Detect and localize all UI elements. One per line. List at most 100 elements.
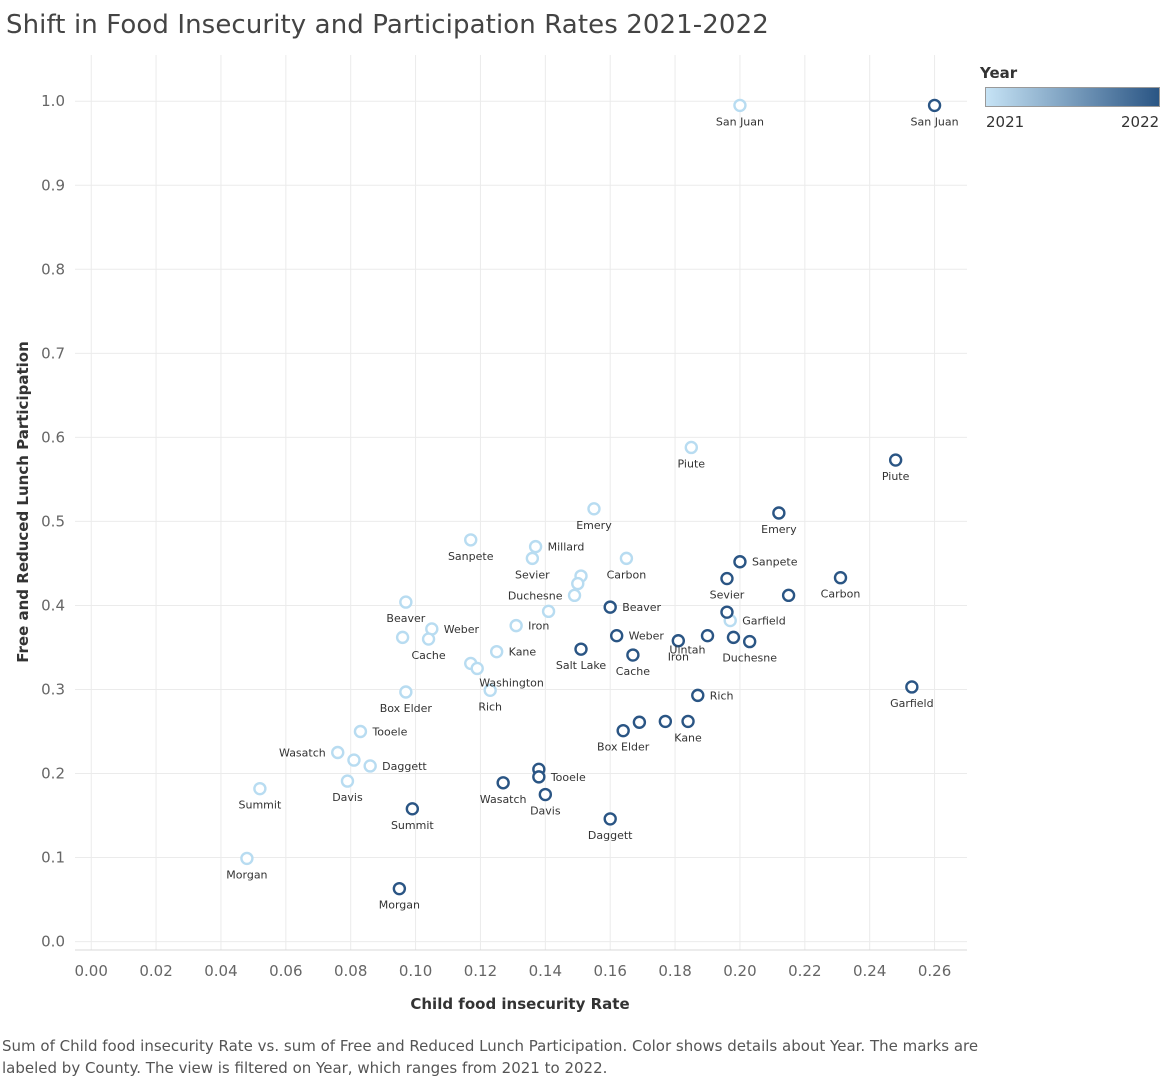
x-tick-label: 0.12 <box>464 962 497 980</box>
chart-title: Shift in Food Insecurity and Participati… <box>6 10 769 40</box>
point-2022[interactable] <box>609 628 624 643</box>
point-2021[interactable] <box>421 632 436 646</box>
point-2022[interactable] <box>742 634 757 649</box>
point-2021[interactable] <box>470 661 484 676</box>
point-2021[interactable] <box>399 595 413 609</box>
point-2021[interactable] <box>489 644 504 659</box>
point-label: Salt Lake <box>556 659 606 672</box>
point-label: San Juan <box>716 115 764 128</box>
x-tick-label: 0.08 <box>334 962 367 980</box>
legend-color-ramp[interactable] <box>985 87 1160 107</box>
point-2022[interactable] <box>671 634 686 648</box>
point-2022[interactable] <box>681 714 695 729</box>
point-2022[interactable] <box>603 600 617 614</box>
point-2022[interactable] <box>538 787 553 802</box>
point-2022[interactable] <box>726 630 741 645</box>
point-2021[interactable] <box>528 539 543 554</box>
legend-title: Year <box>980 64 1018 82</box>
x-tick-label: 0.16 <box>593 962 626 980</box>
x-tick-label: 0.04 <box>204 962 237 980</box>
y-tick-label: 0.0 <box>41 933 65 951</box>
point-2022[interactable] <box>658 714 673 729</box>
point-2021[interactable] <box>587 502 601 516</box>
point-2022[interactable] <box>833 571 848 585</box>
y-tick-label: 0.4 <box>41 596 65 614</box>
y-tick-label: 0.2 <box>41 765 65 783</box>
point-2021[interactable] <box>331 745 345 760</box>
point-label: Beaver <box>386 612 425 625</box>
point-2021[interactable] <box>509 618 523 633</box>
point-2022[interactable] <box>888 453 903 467</box>
x-tick-label: 0.24 <box>853 962 886 980</box>
x-tick-label: 0.26 <box>918 962 951 980</box>
point-label: Millard <box>548 541 585 554</box>
point-2021[interactable] <box>340 774 355 788</box>
point-2021[interactable] <box>363 759 377 773</box>
point-2022[interactable] <box>574 642 588 656</box>
point-label: Kane <box>674 731 702 744</box>
y-tick-label: 0.5 <box>41 512 65 530</box>
point-2021[interactable] <box>619 551 634 566</box>
point-2021[interactable] <box>353 724 368 739</box>
point-label: Iron <box>668 651 689 664</box>
x-tick-label: 0.20 <box>723 962 756 980</box>
point-2022[interactable] <box>781 588 796 603</box>
legend-max-label: 2022 <box>1121 113 1160 131</box>
point-2021[interactable] <box>525 551 540 566</box>
point-2022[interactable] <box>772 506 786 520</box>
y-tick-label: 0.3 <box>41 680 65 698</box>
point-label: Piute <box>882 470 910 483</box>
data-points <box>240 98 942 896</box>
y-tick-label: 0.7 <box>41 344 65 362</box>
point-label: Duchesne <box>722 652 777 665</box>
point-label: Sevier <box>515 568 550 581</box>
point-2022[interactable] <box>720 605 734 619</box>
point-label: Box Elder <box>380 702 433 715</box>
point-2021[interactable] <box>253 781 267 796</box>
point-label: Cache <box>616 665 650 678</box>
point-2021[interactable] <box>395 630 410 645</box>
point-2022[interactable] <box>700 628 715 643</box>
point-label: Davis <box>332 791 363 804</box>
point-2022[interactable] <box>603 812 617 826</box>
point-2021[interactable] <box>684 440 698 455</box>
point-label: Carbon <box>607 568 647 581</box>
point-2022[interactable] <box>733 555 747 569</box>
point-label: Weber <box>444 623 480 636</box>
point-2022[interactable] <box>632 715 647 729</box>
point-2021[interactable] <box>733 98 747 113</box>
point-2021[interactable] <box>483 683 497 698</box>
point-2022[interactable] <box>691 688 705 703</box>
point-label: Morgan <box>379 899 420 912</box>
point-2022[interactable] <box>720 571 734 586</box>
point-label: Tooele <box>371 726 407 739</box>
point-2022[interactable] <box>532 770 546 784</box>
point-2022[interactable] <box>626 648 640 662</box>
point-label: Washington <box>479 676 544 689</box>
point-2021[interactable] <box>571 576 585 591</box>
point-label: Weber <box>629 630 665 643</box>
x-tick-label: 0.22 <box>788 962 821 980</box>
x-tick-label: 0.02 <box>139 962 172 980</box>
point-label: Iron <box>528 620 549 633</box>
x-tick-label: 0.00 <box>75 962 108 980</box>
point-2022[interactable] <box>927 98 942 113</box>
x-tick-label: 0.18 <box>658 962 691 980</box>
point-2021[interactable] <box>399 685 413 699</box>
point-2021[interactable] <box>567 588 582 603</box>
point-2021[interactable] <box>464 533 478 547</box>
point-2022[interactable] <box>405 802 420 816</box>
point-label: Sevier <box>710 589 745 602</box>
point-label: Davis <box>530 805 561 818</box>
point-label: Emery <box>761 523 797 536</box>
point-2022[interactable] <box>616 723 630 738</box>
point-2021[interactable] <box>240 851 254 866</box>
point-2021[interactable] <box>347 753 361 767</box>
point-label: Box Elder <box>597 741 650 754</box>
point-2022[interactable] <box>905 680 919 694</box>
point-2022[interactable] <box>496 776 510 790</box>
point-2022[interactable] <box>392 881 407 896</box>
point-label: Garfield <box>890 697 934 710</box>
point-2021[interactable] <box>541 604 556 619</box>
